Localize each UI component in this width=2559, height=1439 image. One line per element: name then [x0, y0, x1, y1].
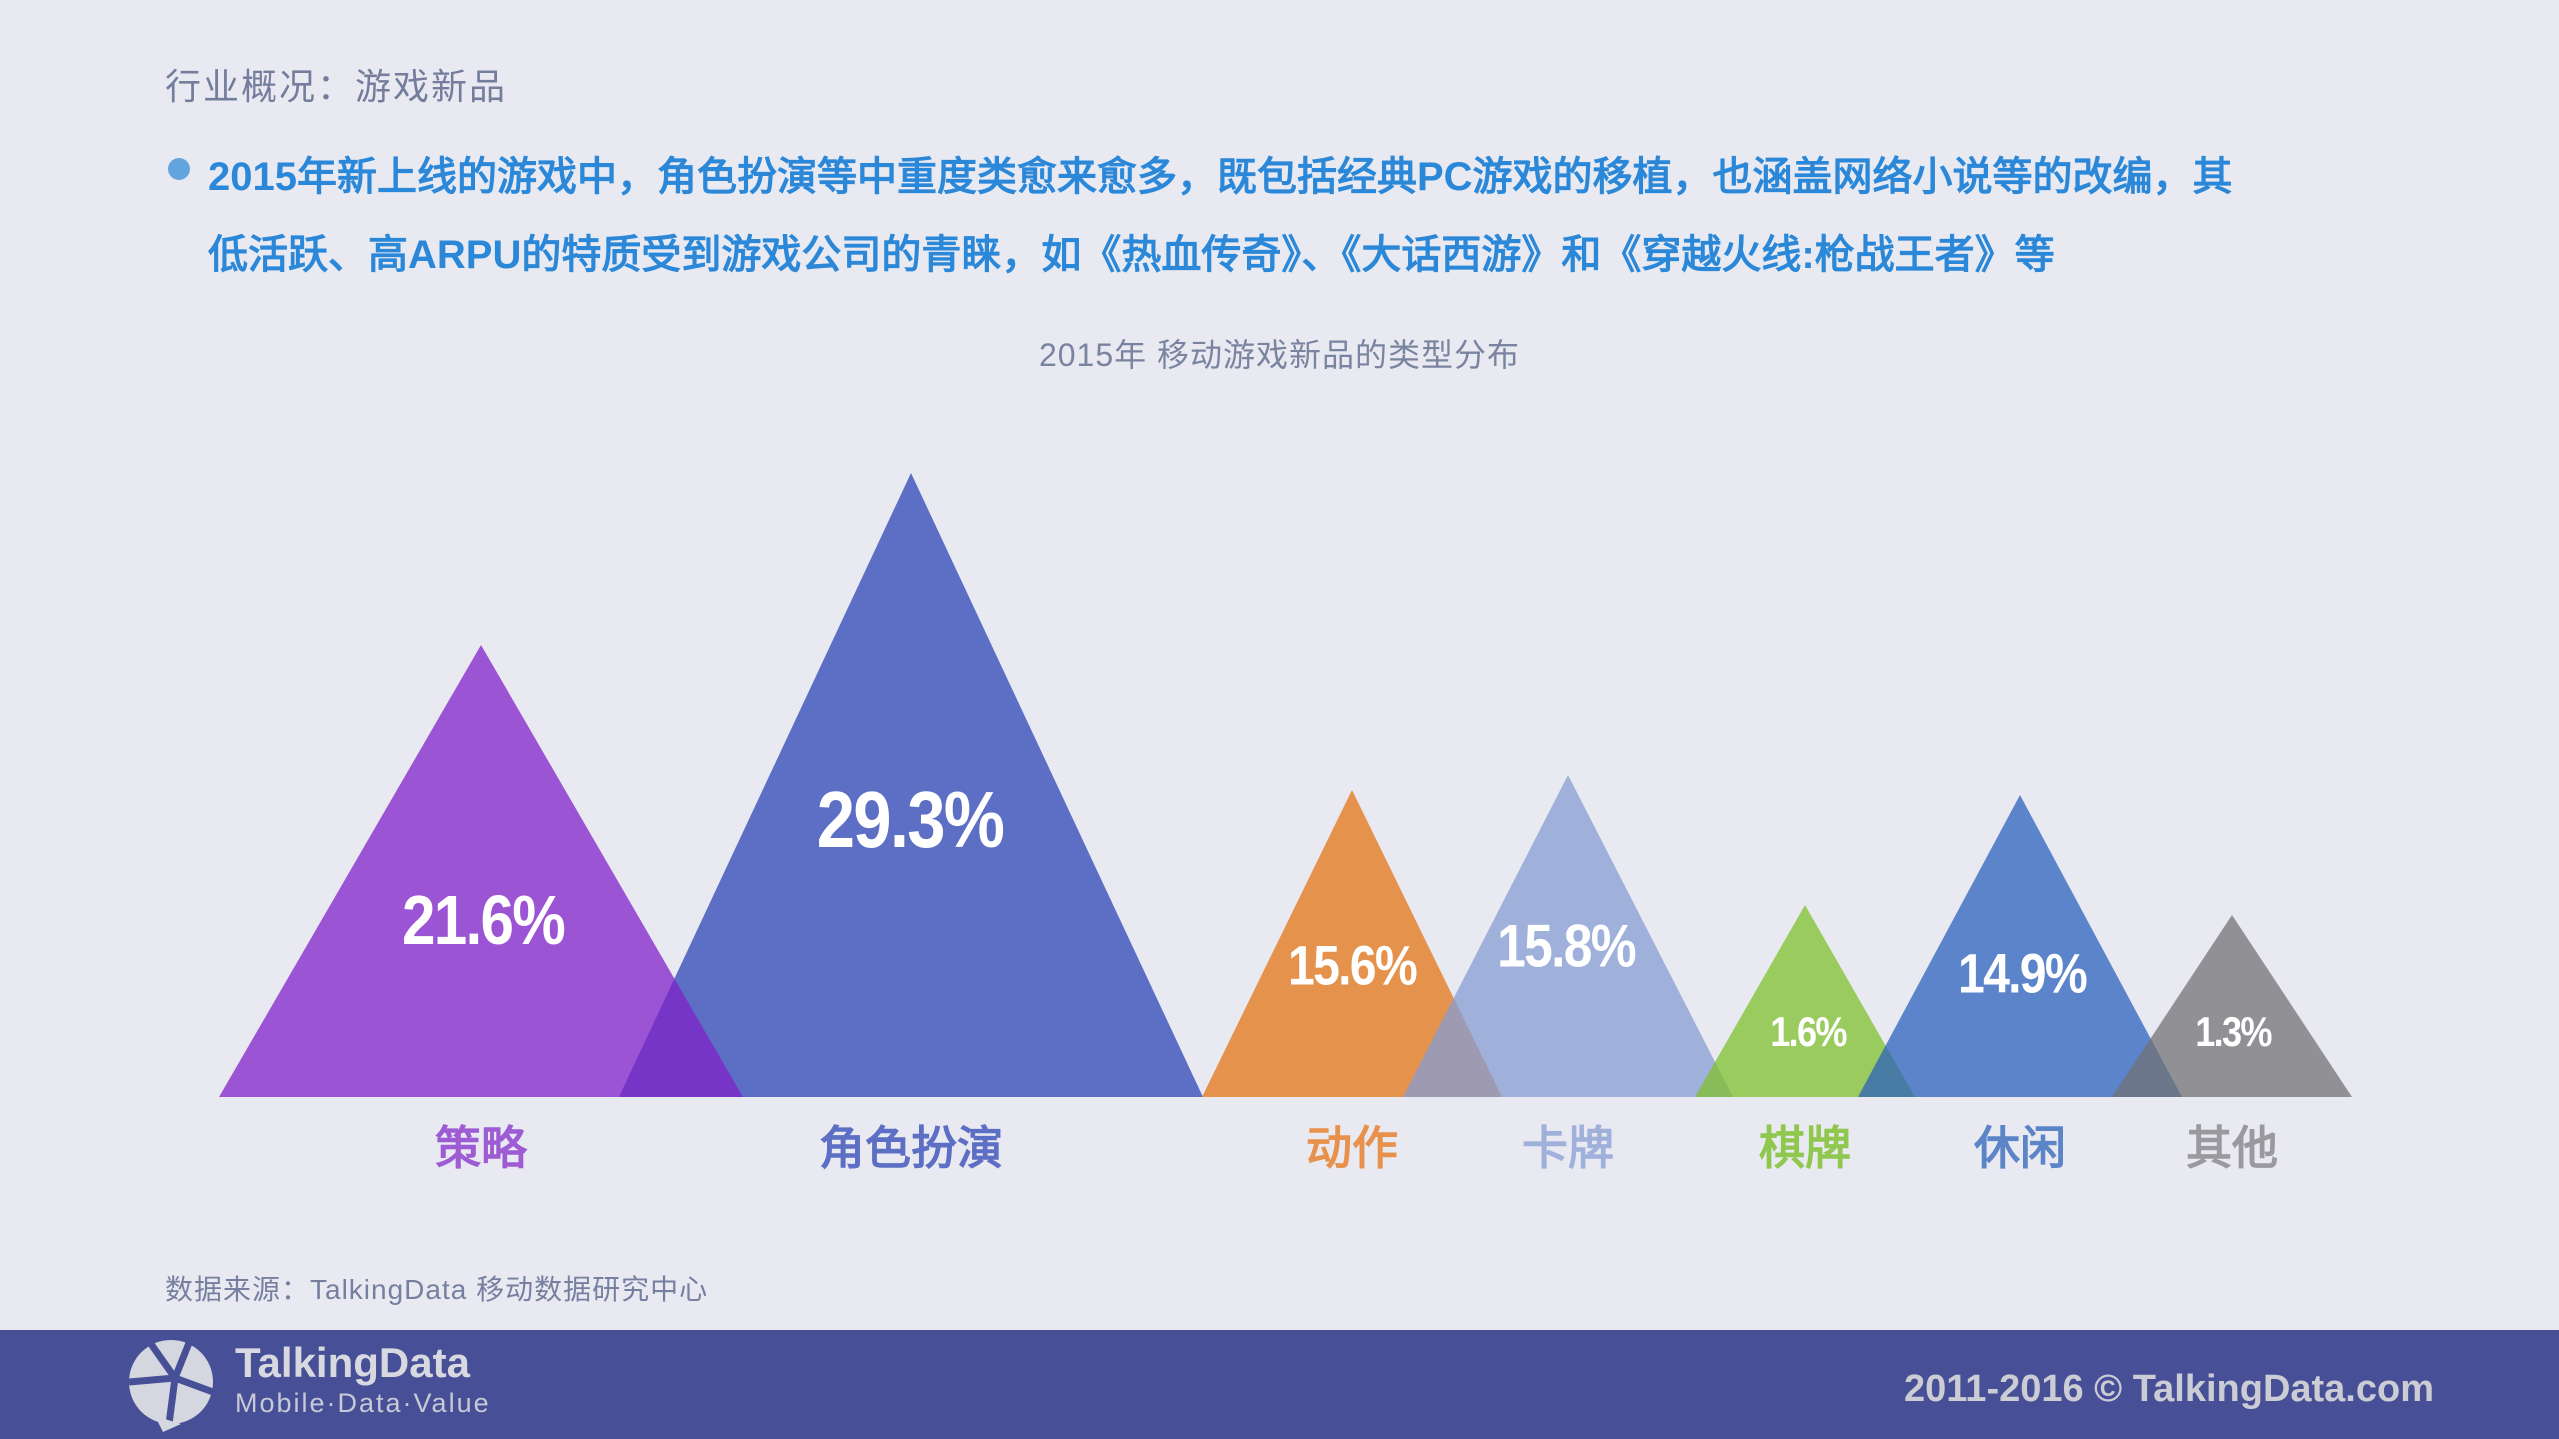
value-label-rpg: 29.3%: [816, 775, 1005, 864]
triangle-chess: [1695, 905, 1915, 1097]
footer-copyright: 2011-2016 © TalkingData.com: [1904, 1368, 2434, 1410]
triangle-card: [1403, 775, 1733, 1097]
category-label-card: 卡牌: [1522, 1122, 1614, 1174]
bullet-line-2: 低活跃、高ARPU的特质受到游戏公司的青睐，如《热血传奇》、《大话西游》和《穿越…: [208, 233, 2055, 277]
bullet-line-1: 2015年新上线的游戏中，角色扮演等中重度类愈来愈多，既包括经典PC游戏的移植，…: [208, 155, 2233, 199]
page-title: 行业概况：游戏新品: [165, 66, 508, 107]
triangle-strategy: [219, 645, 743, 1097]
value-label-other: 1.3%: [2195, 1008, 2272, 1055]
key-finding-bullet: 2015年新上线的游戏中，角色扮演等中重度类愈来愈多，既包括经典PC游戏的移植，…: [160, 138, 2440, 294]
category-label-strategy: 策略: [435, 1122, 527, 1174]
value-label-action: 15.6%: [1288, 933, 1418, 997]
triangle-casual: [1858, 795, 2182, 1097]
footer-logo-subtitle: Mobile·Data·Value: [235, 1388, 491, 1418]
bullet-dot-icon: [168, 158, 190, 180]
triangle-action: [1202, 790, 1502, 1097]
chart-title: 2015年 移动游戏新品的类型分布: [1038, 337, 1521, 373]
category-label-chess: 棋牌: [1759, 1122, 1851, 1174]
value-label-chess: 1.6%: [1770, 1008, 1847, 1055]
data-source-note: 数据来源：TalkingData 移动数据研究中心: [165, 1274, 709, 1305]
talkingdata-logo-icon: [128, 1336, 215, 1432]
category-label-action: 动作: [1306, 1122, 1398, 1174]
talkingdata-logo: TalkingData Mobile·Data·Value: [125, 1336, 491, 1432]
footer-bar: TalkingData Mobile·Data·Value 2011-2016 …: [0, 1330, 2559, 1439]
value-label-casual: 14.9%: [1958, 941, 2088, 1005]
category-label-rpg: 角色扮演: [819, 1122, 1003, 1174]
value-label-strategy: 21.6%: [401, 881, 566, 959]
category-label-casual: 休闲: [1974, 1122, 2066, 1174]
value-label-card: 15.8%: [1497, 912, 1636, 980]
triangle-rpg: [619, 473, 1203, 1097]
footer-logo-title: TalkingData: [235, 1339, 470, 1386]
category-label-other: 其他: [2186, 1122, 2278, 1174]
triangle-other: [2112, 915, 2352, 1097]
